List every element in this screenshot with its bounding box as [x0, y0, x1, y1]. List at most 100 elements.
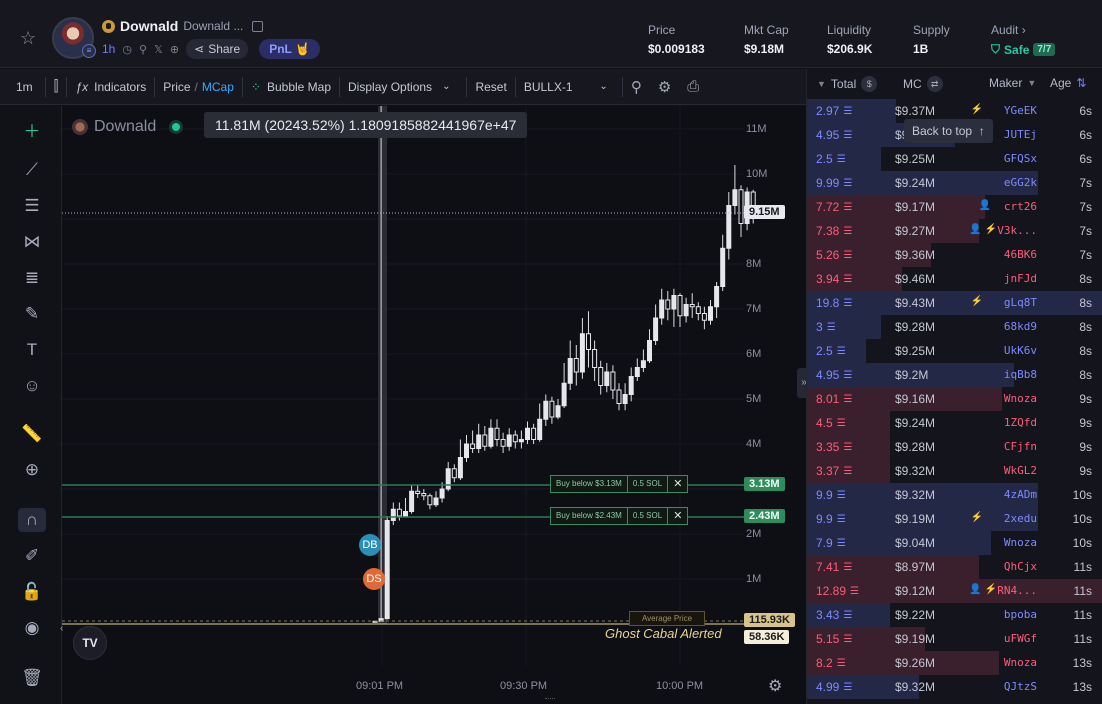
copy-icon[interactable] [252, 20, 264, 32]
interval-selector[interactable]: 1m [16, 79, 33, 94]
quick-search-icon[interactable]: ⚲ [630, 78, 642, 96]
trade-maker-link[interactable]: 4zADm [1003, 488, 1037, 501]
sort-icon[interactable]: ⇅ [1076, 76, 1087, 90]
website-globe-icon[interactable]: ⊕ [169, 43, 180, 56]
trade-maker-link[interactable]: V3k... [997, 224, 1037, 237]
trade-row[interactable]: 4.99 ☰ $9.32M QJtzS 13s [807, 675, 1102, 699]
emoji-icon[interactable]: ☺ [23, 376, 41, 395]
mc-column-header[interactable]: MC ⇄ [903, 76, 943, 92]
trade-row[interactable]: 7.41 ☰ $8.97M QhCjx 11s [807, 555, 1102, 579]
trade-row[interactable]: 5.26 ☰ $9.36M 46BK6 7s [807, 243, 1102, 267]
trade-row[interactable]: 9.99 ☰ $9.24M eGG2k 7s [807, 171, 1102, 195]
limit-order-box[interactable]: Buy below $2.43M 0.5 SOL ✕ [550, 507, 689, 525]
total-column-header[interactable]: ▼ Total $ [817, 76, 878, 92]
reset-button[interactable]: Reset [475, 79, 507, 94]
currency-toggle-icon[interactable]: $ [861, 76, 878, 92]
price-option[interactable]: Price [163, 79, 191, 94]
trade-row[interactable]: 9.9 ☰ $9.19M ⚡ 2xedu 10s [807, 507, 1102, 531]
x-twitter-icon[interactable]: 𝕏 [154, 43, 163, 56]
trade-maker-link[interactable]: CFjfn [1003, 440, 1037, 453]
brush-icon[interactable]: ✎ [24, 304, 40, 323]
dev-buy-marker[interactable]: DB [359, 534, 381, 556]
price-mcap-toggle[interactable]: Price / MCap [155, 77, 242, 97]
trade-row[interactable]: 5.15 ☰ $9.19M uFWGf 11s [807, 627, 1102, 651]
trade-row[interactable]: 7.9 ☰ $9.04M Wnoza 10s [807, 531, 1102, 555]
price-chart[interactable]: Downald 11.81M (20243.52%) 1.18091858824… [60, 106, 811, 704]
candle-type-icon[interactable]: ⫿ [53, 78, 59, 95]
trade-maker-link[interactable]: uFWGf [1003, 632, 1037, 645]
ruler-icon[interactable]: 📏 [21, 424, 43, 443]
trade-row[interactable]: 3.94 ☰ $9.46M jnFJd 8s [807, 267, 1102, 291]
trade-maker-link[interactable]: 1ZQfd [1003, 416, 1037, 429]
trade-row[interactable]: 9.9 ☰ $9.32M 4zADm 10s [807, 483, 1102, 507]
filter-icon[interactable]: ▼ [1027, 78, 1037, 88]
tradingview-logo-icon[interactable]: TV [73, 626, 107, 660]
pnl-button[interactable]: PnL 🤘 [259, 39, 321, 59]
price-axis[interactable]: 11M 10M 8M 7M 6M 5M 4M 2M 1M 9.15M 3.13M… [744, 106, 806, 704]
trade-row[interactable]: 8.01 ☰ $9.16M Wnoza 9s [807, 387, 1102, 411]
close-icon[interactable]: ✕ [673, 510, 683, 522]
trade-row[interactable]: 8.2 ☰ $9.26M Wnoza 13s [807, 651, 1102, 675]
trade-row[interactable]: 3.43 ☰ $9.22M bpoba 11s [807, 603, 1102, 627]
close-icon[interactable]: ✕ [673, 478, 683, 490]
swap-icon[interactable]: ⇄ [926, 76, 943, 92]
bubble-map-button[interactable]: ⁘ Bubble Map [243, 77, 339, 97]
trash-icon[interactable]: 🗑 [21, 668, 43, 687]
trade-maker-link[interactable]: Wnoza [1003, 656, 1037, 669]
trade-maker-link[interactable]: QJtzS [1003, 680, 1037, 693]
eye-visibility-icon[interactable]: ◉ [24, 618, 40, 637]
trade-maker-link[interactable]: Wnoza [1003, 536, 1037, 549]
trade-row[interactable]: 7.72 ☰ $9.17M 👤 crt26 7s [807, 195, 1102, 219]
link-icon[interactable]: ⚲ [138, 43, 148, 56]
trade-maker-link[interactable]: Wnoza [1003, 392, 1037, 405]
trade-maker-link[interactable]: iqBb8 [1003, 368, 1037, 381]
trade-maker-link[interactable]: 2xedu [1003, 512, 1037, 525]
token-avatar[interactable] [52, 17, 94, 59]
trade-maker-link[interactable]: JUTEj [1003, 128, 1037, 141]
stat-audit[interactable]: Audit › ⛉ Safe 7/7 [991, 23, 1056, 57]
maker-column-header[interactable]: Maker ▼ [989, 76, 1036, 90]
age-column-header[interactable]: Age ⇅ [1050, 76, 1086, 90]
trade-maker-link[interactable]: QhCjx [1003, 560, 1037, 573]
trade-maker-link[interactable]: WkGL2 [1003, 464, 1037, 477]
trade-row[interactable]: 2.5 ☰ $9.25M GFQSx 6s [807, 147, 1102, 171]
indicators-button[interactable]: ƒx Indicators [67, 77, 154, 97]
fib-retracement-icon[interactable]: ≣ [24, 268, 40, 287]
trade-row[interactable]: 2.97 ☰ $9.37M ⚡ YGeEK 6s [807, 99, 1102, 123]
trade-maker-link[interactable]: UkK6v [1003, 344, 1037, 357]
trade-row[interactable]: 3.35 ☰ $9.28M CFjfn 9s [807, 435, 1102, 459]
trade-maker-link[interactable]: YGeEK [1003, 104, 1037, 117]
trade-row[interactable]: 4.95 ☰ $9.2M iqBb8 8s [807, 363, 1102, 387]
trade-maker-link[interactable]: gLq8T [1003, 296, 1037, 309]
back-to-top-button[interactable]: Back to top ↑ [904, 119, 993, 143]
crosshair-icon[interactable]: ＋ [23, 122, 41, 141]
horizontal-lines-icon[interactable]: ☰ [24, 196, 40, 215]
resize-handle[interactable] [545, 698, 555, 701]
trade-row[interactable]: 7.38 ☰ $9.27M 👤 ⚡ V3k... 7s [807, 219, 1102, 243]
drawing-lock-pen-icon[interactable]: ✐ [24, 546, 40, 565]
display-options-dropdown[interactable]: Display Options ⌄ [340, 77, 458, 97]
trade-row[interactable]: 3.37 ☰ $9.32M WkGL2 9s [807, 459, 1102, 483]
text-tool-icon[interactable]: T [26, 340, 38, 359]
chart-settings-icon[interactable]: ⚙ [768, 678, 783, 695]
trade-maker-link[interactable]: 46BK6 [1003, 248, 1037, 261]
trade-row[interactable]: 4.95☰$9.2MJUTEj6s [807, 123, 1102, 147]
limit-order-box[interactable]: Buy below $3.13M 0.5 SOL ✕ [550, 475, 689, 493]
preset-dropdown[interactable]: BULLX-1 ⌄ [516, 77, 616, 97]
collapse-left-icon[interactable]: ‹ [60, 623, 64, 634]
trade-row[interactable]: 4.5 ☰ $9.24M 1ZQfd 9s [807, 411, 1102, 435]
trade-row[interactable]: 19.8 ☰ $9.43M ⚡ gLq8T 8s [807, 291, 1102, 315]
trade-maker-link[interactable]: jnFJd [1003, 272, 1037, 285]
share-button[interactable]: ⋖ Share [186, 39, 249, 59]
trade-maker-link[interactable]: crt26 [1003, 200, 1037, 213]
trade-maker-link[interactable]: bpoba [1003, 608, 1037, 621]
trade-row[interactable]: 12.89 ☰ $9.12M 👤 ⚡ RN4... 11s [807, 579, 1102, 603]
mcap-option[interactable]: MCap [201, 79, 234, 94]
trade-maker-link[interactable]: GFQSx [1003, 152, 1037, 165]
dev-sell-marker[interactable]: DS [363, 568, 385, 590]
trade-maker-link[interactable]: eGG2k [1003, 176, 1037, 189]
trend-line-icon[interactable]: ⟋ [26, 160, 38, 179]
camera-icon[interactable]: ⎙ [687, 78, 700, 95]
trade-row[interactable]: 3 ☰ $9.28M 68kd9 8s [807, 315, 1102, 339]
magnet-icon[interactable]: ∩ [18, 508, 46, 532]
